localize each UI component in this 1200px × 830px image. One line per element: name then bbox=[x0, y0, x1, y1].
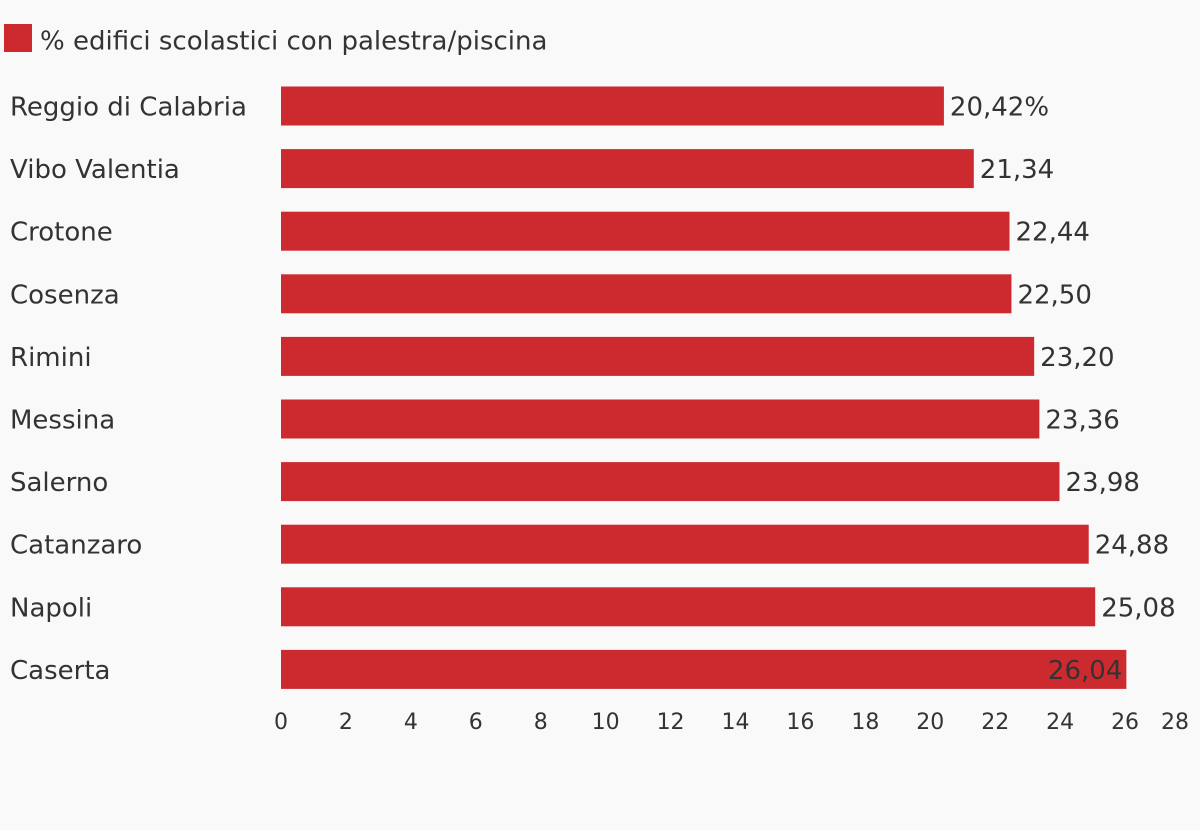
y-tick-label: Cosenza bbox=[10, 280, 120, 310]
value-label: 22,44 bbox=[1015, 218, 1089, 248]
value-label: 26,04 bbox=[1048, 656, 1122, 686]
x-tick-label: 10 bbox=[592, 710, 620, 735]
y-tick-label: Caserta bbox=[10, 656, 110, 686]
value-label: 23,36 bbox=[1045, 406, 1119, 436]
value-label: 23,98 bbox=[1065, 468, 1139, 498]
x-tick-label: 6 bbox=[469, 710, 483, 735]
y-tick-label: Reggio di Calabria bbox=[10, 93, 247, 123]
x-tick-label: 14 bbox=[722, 710, 750, 735]
legend-swatch bbox=[4, 24, 32, 52]
value-label: 21,34 bbox=[980, 155, 1054, 185]
bar bbox=[281, 336, 1035, 376]
legend-label: % edifici scolastici con palestra/piscin… bbox=[40, 27, 547, 57]
bar bbox=[281, 149, 974, 189]
x-tick-label: 28 bbox=[1161, 710, 1189, 735]
y-tick-label: Salerno bbox=[10, 468, 108, 498]
x-tick-label: 26 bbox=[1111, 710, 1139, 735]
y-tick-label: Vibo Valentia bbox=[10, 155, 180, 185]
bar bbox=[281, 587, 1096, 627]
x-tick-label: 0 bbox=[274, 710, 288, 735]
value-label: 24,88 bbox=[1095, 531, 1169, 561]
y-tick-label: Messina bbox=[10, 406, 115, 436]
x-tick-label: 22 bbox=[981, 710, 1009, 735]
bar bbox=[281, 274, 1012, 314]
bar bbox=[281, 524, 1089, 564]
x-tick-label: 16 bbox=[786, 710, 814, 735]
x-tick-label: 4 bbox=[404, 710, 418, 735]
x-tick-label: 12 bbox=[657, 710, 685, 735]
bar bbox=[281, 211, 1010, 251]
bar bbox=[281, 462, 1060, 502]
x-tick-label: 18 bbox=[851, 710, 879, 735]
y-tick-label: Napoli bbox=[10, 593, 92, 623]
value-label: 25,08 bbox=[1101, 593, 1175, 623]
bar bbox=[281, 649, 1127, 689]
value-label: 23,20 bbox=[1040, 343, 1114, 373]
y-tick-label: Rimini bbox=[10, 343, 92, 373]
x-tick-label: 20 bbox=[916, 710, 944, 735]
y-tick-label: Catanzaro bbox=[10, 531, 142, 561]
x-tick-label: 8 bbox=[534, 710, 548, 735]
x-tick-label: 24 bbox=[1046, 710, 1074, 735]
y-tick-label: Crotone bbox=[10, 218, 113, 248]
bar bbox=[281, 399, 1040, 439]
value-label: 22,50 bbox=[1017, 280, 1091, 310]
bar bbox=[281, 86, 944, 126]
x-tick-label: 2 bbox=[339, 710, 353, 735]
value-label: 20,42% bbox=[950, 93, 1049, 123]
